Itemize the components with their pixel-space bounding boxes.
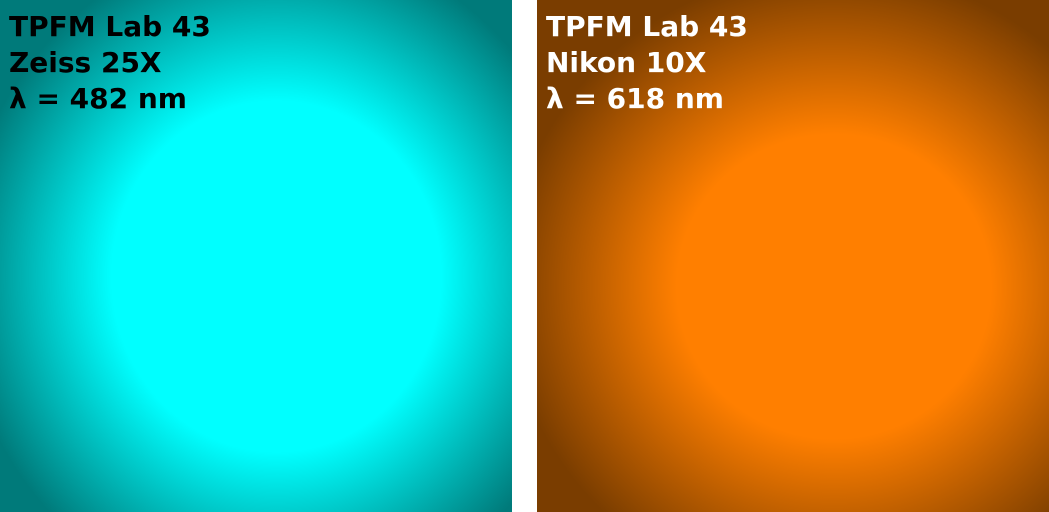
right-objective-label: Nikon 10X	[546, 46, 707, 79]
left-wavelength-label: λ = 482 nm	[9, 82, 187, 115]
right-illumination-field	[537, 0, 1049, 512]
left-objective-label: Zeiss 25X	[9, 46, 162, 79]
left-lab-label: TPFM Lab 43	[9, 10, 211, 43]
right-lab-label: TPFM Lab 43	[546, 10, 748, 43]
right-micrograph-panel: TPFM Lab 43 Nikon 10X λ = 618 nm	[537, 0, 1049, 512]
left-micrograph-panel: TPFM Lab 43 Zeiss 25X λ = 482 nm	[0, 0, 512, 512]
left-illumination-field	[0, 0, 512, 512]
left-caption: TPFM Lab 43 Zeiss 25X λ = 482 nm	[9, 9, 211, 117]
right-caption: TPFM Lab 43 Nikon 10X λ = 618 nm	[546, 9, 748, 117]
right-wavelength-label: λ = 618 nm	[546, 82, 724, 115]
